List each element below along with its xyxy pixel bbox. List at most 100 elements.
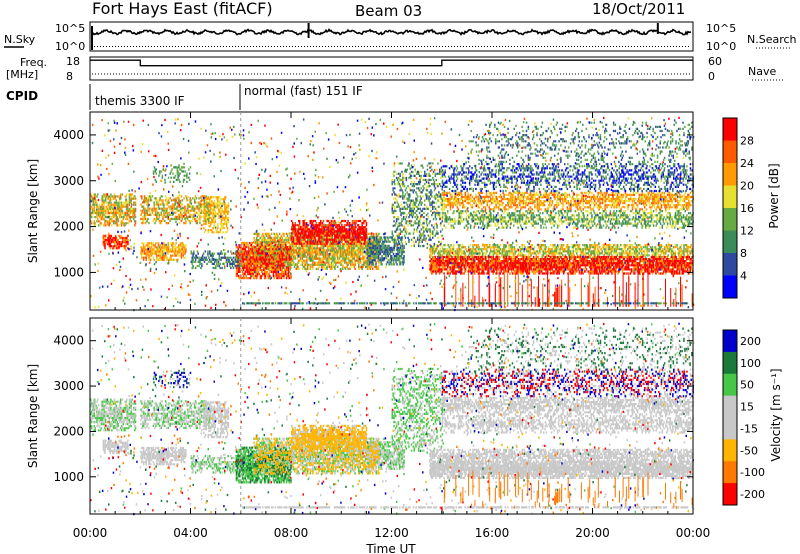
power-cells: [93, 116, 695, 311]
nsearch-dot: [385, 46, 386, 47]
nsearch-dot: [244, 46, 245, 47]
nsearch-dot: [328, 46, 329, 47]
nsearch-dot: [397, 46, 398, 47]
nsearch-dot: [448, 46, 449, 47]
nsearch-dot: [232, 46, 233, 47]
power-colorbar-segment: [723, 230, 737, 254]
nsearch-dot: [109, 46, 110, 47]
date-title: 18/Oct/2011: [592, 0, 685, 18]
nsearch-dot: [388, 46, 389, 47]
power-colorbar-label: Power [dB]: [767, 163, 781, 228]
nsearch-dot: [370, 46, 371, 47]
nsearch-dot: [406, 46, 407, 47]
nsearch-dot: [529, 46, 530, 47]
nsearch-dot: [421, 46, 422, 47]
nsearch-dot: [481, 46, 482, 47]
nsearch-dot: [349, 46, 350, 47]
nsearch-dot: [364, 46, 365, 47]
nsearch-dot: [517, 46, 518, 47]
nsearch-dot: [307, 46, 308, 47]
x-axis: 00:00 04:00 08:00 12:00 16:00 20:00 00:00: [73, 112, 710, 540]
power-colorbar-tick-label: 20: [740, 180, 754, 193]
nsearch-dot: [595, 46, 596, 47]
velocity-ytick-label: 2000: [53, 424, 84, 438]
power-ytick-label: 3000: [53, 174, 84, 188]
freq-unit: [MHz]: [6, 68, 38, 81]
velocity-ytick-label: 4000: [53, 334, 84, 348]
nsearch-dot: [157, 46, 158, 47]
nsearch-dot: [436, 46, 437, 47]
velocity-colorbar-tick-label: 50: [740, 379, 754, 392]
nsearch-dot: [196, 46, 197, 47]
nsearch-dot: [271, 46, 272, 47]
nave-tick-bottom: 0: [708, 70, 715, 83]
nsearch-dot: [292, 46, 293, 47]
velocity-cells: [90, 323, 695, 516]
nsearch-dot: [202, 46, 203, 47]
nsearch-dot: [289, 46, 290, 47]
nsearch-dot: [124, 46, 125, 47]
nsearch-dot: [106, 46, 107, 47]
velocity-ylabel: Slant Range [km]: [26, 364, 40, 468]
nsearch-dot: [190, 46, 191, 47]
nsearch-dot: [586, 46, 587, 47]
noise-trace: [90, 23, 692, 50]
nsearch-dot: [658, 46, 659, 47]
nsearch-dot: [643, 46, 644, 47]
nsearch-dot: [469, 46, 470, 47]
nsearch-dot: [94, 46, 95, 47]
nsearch-dot: [97, 46, 98, 47]
nsky-label: N.Sky: [4, 33, 36, 46]
nsearch-dot: [640, 46, 641, 47]
nsearch-dot: [274, 46, 275, 47]
nsearch-dot: [625, 46, 626, 47]
nsearch-dot: [466, 46, 467, 47]
velocity-colorbar-segment: [723, 351, 737, 375]
x-tick-label: 12:00: [374, 526, 409, 540]
nsearch-dot: [556, 46, 557, 47]
nsearch-dot: [664, 46, 665, 47]
nsearch-dot: [379, 46, 380, 47]
x-axis-label: Time UT: [365, 542, 416, 554]
nsearch-dot: [505, 46, 506, 47]
nsearch-dot: [229, 46, 230, 47]
velocity-colorbar-segment: [723, 439, 737, 462]
nsearch-dot: [316, 46, 317, 47]
nsearch-dot: [472, 46, 473, 47]
nave-tick-top: 60: [708, 55, 722, 68]
nsearch-dot: [205, 46, 206, 47]
nsearch-dot: [172, 46, 173, 47]
velocity-colorbar-segment: [723, 330, 737, 353]
velocity-data: [90, 322, 695, 516]
nsearch-dot: [607, 46, 608, 47]
freq-panel: [89, 56, 694, 81]
nsearch-dot: [511, 46, 512, 47]
nsearch-dot: [577, 46, 578, 47]
nsearch-dot: [268, 46, 269, 47]
nsearch-dot: [136, 46, 137, 47]
nsearch-dot: [427, 46, 428, 47]
nsearch-dot: [619, 46, 620, 47]
power-ytick-label: 1000: [53, 265, 84, 279]
nsearch-dot: [301, 46, 302, 47]
velocity-colorbar: 200 100 50 15 -15 -50 -100 -200: [722, 329, 765, 506]
nsearch-dot: [685, 46, 686, 47]
velocity-colorbar-label: Velocity [m s⁻¹]: [769, 368, 783, 461]
power-colorbar-segment: [723, 208, 737, 231]
nsearch-dot: [322, 46, 323, 47]
nsearch-dot: [475, 46, 476, 47]
nsearch-dot: [181, 46, 182, 47]
nsearch-dot: [490, 46, 491, 47]
nsearch-dot: [310, 46, 311, 47]
nsearch-dot: [502, 46, 503, 47]
power-cells: [100, 119, 694, 312]
nsearch-dot: [148, 46, 149, 47]
nsearch-dot: [589, 46, 590, 47]
nsearch-dot: [394, 46, 395, 47]
nsearch-dot: [145, 46, 146, 47]
power-colorbar-tick-label: 8: [740, 247, 747, 260]
nsearch-dot: [382, 46, 383, 47]
nsearch-dot: [571, 46, 572, 47]
nsearch-dot: [277, 46, 278, 47]
power-colorbar-tick-label: 4: [740, 270, 747, 283]
